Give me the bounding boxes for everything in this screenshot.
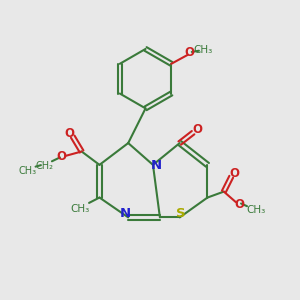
Text: O: O (192, 123, 202, 136)
Text: O: O (234, 198, 244, 211)
Text: CH₃: CH₃ (70, 204, 90, 214)
Text: CH₃: CH₃ (18, 166, 36, 176)
Text: N: N (120, 207, 131, 220)
Text: O: O (64, 127, 74, 140)
Text: CH₃: CH₃ (194, 44, 213, 55)
Text: S: S (176, 207, 186, 220)
Text: CH₂: CH₂ (35, 161, 53, 171)
Text: CH₃: CH₃ (246, 205, 266, 215)
Text: O: O (57, 150, 67, 163)
Text: O: O (229, 167, 239, 180)
Text: O: O (185, 46, 195, 59)
Text: N: N (150, 159, 161, 172)
